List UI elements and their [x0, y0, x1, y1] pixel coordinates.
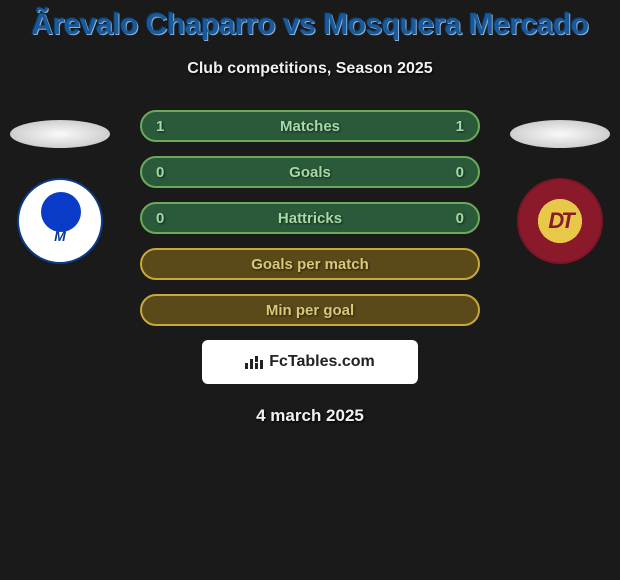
- stat-row: 0Goals0: [140, 156, 480, 188]
- club-logo-left: [17, 178, 103, 264]
- left-player-block: [10, 120, 110, 280]
- club-logo-right: [517, 178, 603, 264]
- stat-row: Goals per match: [140, 248, 480, 280]
- pedestal-right: [510, 120, 610, 148]
- match-date: 4 march 2025: [0, 406, 620, 426]
- comparison-card: Ãrevalo Chaparro vs Mosquera Mercado Clu…: [0, 0, 620, 580]
- page-title: Ãrevalo Chaparro vs Mosquera Mercado: [0, 0, 620, 42]
- stat-label: Matches: [142, 118, 478, 135]
- watermark: FcTables.com: [202, 340, 418, 384]
- stat-value-right: 0: [456, 164, 464, 181]
- stats-table: 1Matches10Goals00Hattricks0Goals per mat…: [140, 110, 480, 326]
- stat-label: Goals per match: [142, 256, 478, 273]
- stat-label: Min per goal: [142, 302, 478, 319]
- stat-value-right: 0: [456, 210, 464, 227]
- stat-row: 0Hattricks0: [140, 202, 480, 234]
- stat-row: 1Matches1: [140, 110, 480, 142]
- right-player-block: [510, 120, 610, 280]
- stat-value-left: 0: [156, 210, 164, 227]
- stat-value-right: 1: [456, 118, 464, 135]
- stat-label: Goals: [142, 164, 478, 181]
- stat-row: Min per goal: [140, 294, 480, 326]
- bar-chart-icon: [245, 355, 263, 369]
- pedestal-left: [10, 120, 110, 148]
- subtitle: Club competitions, Season 2025: [0, 60, 620, 78]
- watermark-text: FcTables.com: [269, 353, 375, 371]
- stat-value-left: 0: [156, 164, 164, 181]
- stat-label: Hattricks: [142, 210, 478, 227]
- stat-value-left: 1: [156, 118, 164, 135]
